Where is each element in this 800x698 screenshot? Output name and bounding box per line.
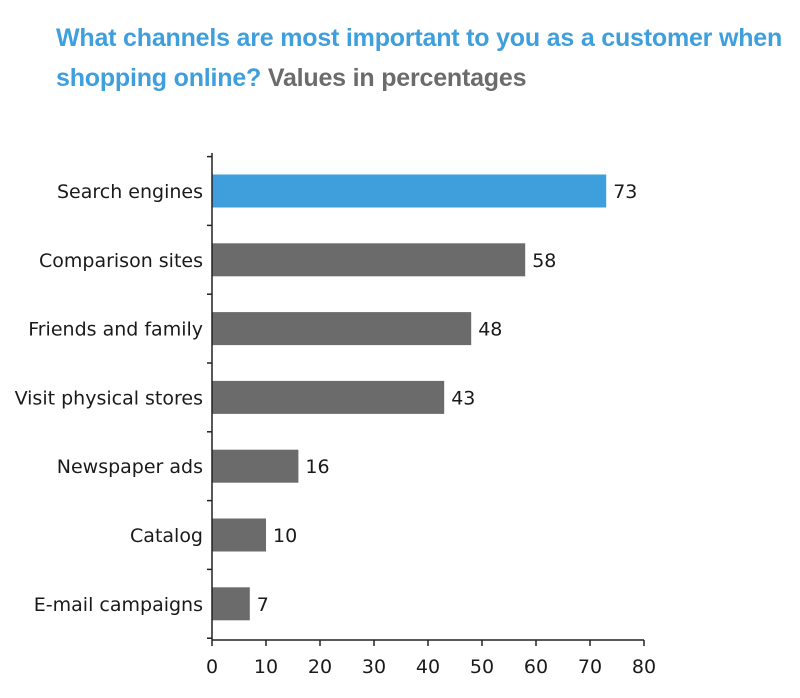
category-label-newspaper-ads: Newspaper ads xyxy=(57,456,203,478)
bar-friends-and-family xyxy=(212,312,472,346)
x-tick-label-30: 30 xyxy=(362,656,386,678)
value-label-catalog: 10 xyxy=(273,525,297,547)
x-tick-label-60: 60 xyxy=(524,656,548,678)
value-label-friends-and-family: 48 xyxy=(478,319,502,341)
x-ticks-group: 0 10 20 30 40 50 60 70 80 xyxy=(206,656,656,678)
category-label-search-engines: Search engines xyxy=(57,181,203,203)
bar-newspaper-ads xyxy=(212,449,299,483)
category-label-catalog: Catalog xyxy=(130,525,203,547)
category-label-comparison-sites: Comparison sites xyxy=(39,250,203,272)
value-label-newspaper-ads: 16 xyxy=(305,456,329,478)
chart-title: What channels are most important to you … xyxy=(56,18,796,98)
category-label-e-mail-campaigns: E-mail campaigns xyxy=(34,594,203,616)
axes-group xyxy=(207,153,645,646)
bar-visit-physical-stores xyxy=(212,380,445,414)
value-labels-group: 73 58 48 43 16 10 7 xyxy=(257,181,638,616)
x-tick-label-80: 80 xyxy=(632,656,656,678)
category-label-friends-and-family: Friends and family xyxy=(28,319,203,341)
bar-search-engines xyxy=(212,174,607,208)
value-label-e-mail-campaigns: 7 xyxy=(257,594,269,616)
x-tick-label-10: 10 xyxy=(254,656,278,678)
x-tick-label-50: 50 xyxy=(470,656,494,678)
x-tick-label-0: 0 xyxy=(206,656,218,678)
value-label-comparison-sites: 58 xyxy=(532,250,556,272)
chart-subtitle: Values in percentages xyxy=(267,64,527,92)
bar-comparison-sites xyxy=(212,243,526,277)
chart-title-question: What channels are most important to you … xyxy=(56,24,783,92)
x-tick-label-70: 70 xyxy=(578,656,602,678)
bar-catalog xyxy=(212,518,266,552)
bar-e-mail-campaigns xyxy=(212,587,250,621)
bars-group xyxy=(212,174,607,621)
value-label-visit-physical-stores: 43 xyxy=(451,387,475,409)
x-tick-label-20: 20 xyxy=(308,656,332,678)
x-tick-label-40: 40 xyxy=(416,656,440,678)
category-label-visit-physical-stores: Visit physical stores xyxy=(15,387,203,409)
value-label-search-engines: 73 xyxy=(613,181,637,203)
category-labels-group: Search engines Comparison sites Friends an… xyxy=(15,181,203,616)
